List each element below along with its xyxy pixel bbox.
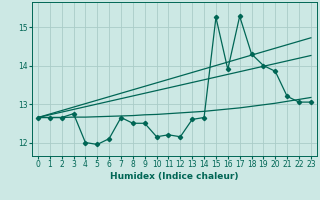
X-axis label: Humidex (Indice chaleur): Humidex (Indice chaleur) xyxy=(110,172,239,181)
